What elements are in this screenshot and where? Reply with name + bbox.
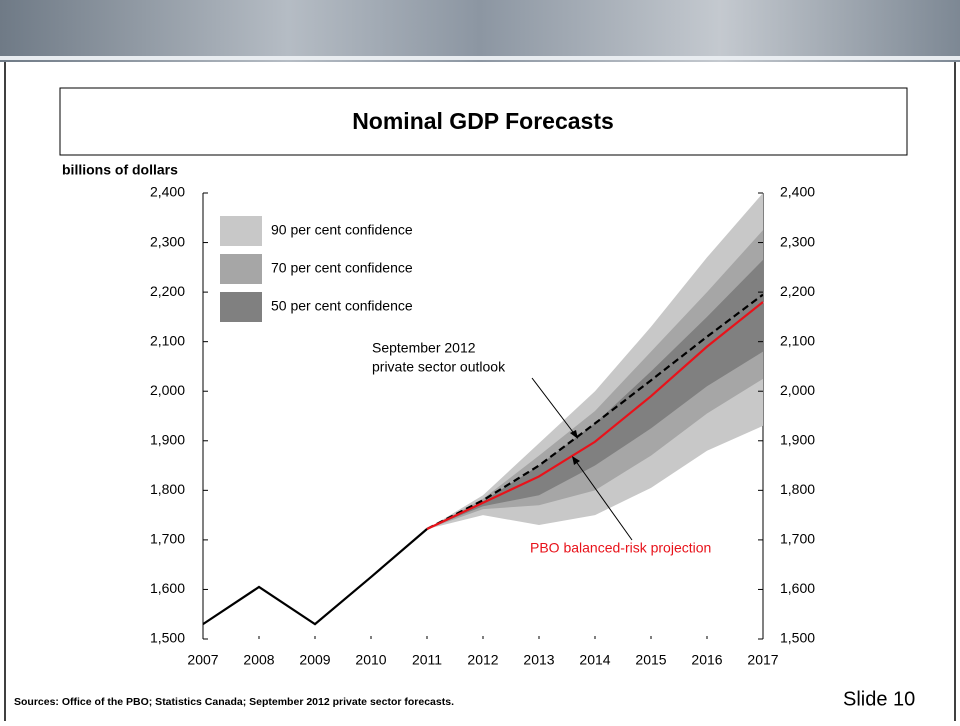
- x-tick-label: 2007: [187, 652, 218, 668]
- y2-tick-label: 1,700: [780, 531, 815, 547]
- legend-swatch: [220, 216, 262, 246]
- x-tick-label: 2012: [467, 652, 498, 668]
- x-tick-label: 2009: [299, 652, 330, 668]
- y-axis-label: billions of dollars: [62, 162, 178, 178]
- legend-label: 50 per cent confidence: [271, 298, 413, 314]
- header-image: [0, 0, 960, 62]
- x-tick-label: 2014: [579, 652, 610, 668]
- y2-tick-label: 1,900: [780, 431, 815, 447]
- annotation: PBO balanced-risk projection: [530, 540, 711, 556]
- y2-tick-label: 1,500: [780, 630, 815, 646]
- y-tick-label: 2,300: [150, 233, 185, 249]
- y2-tick-label: 2,100: [780, 332, 815, 348]
- arrow-head: [572, 456, 580, 465]
- legend-label: 90 per cent confidence: [271, 222, 413, 238]
- legend-swatch: [220, 292, 262, 322]
- y-tick-label: 2,200: [150, 283, 185, 299]
- y-tick-label: 1,900: [150, 431, 185, 447]
- y-tick-label: 2,100: [150, 332, 185, 348]
- annotation-arrow: [531, 377, 577, 437]
- y2-tick-label: 2,400: [780, 184, 815, 200]
- x-tick-label: 2013: [523, 652, 554, 668]
- x-tick-label: 2011: [412, 652, 442, 668]
- annotation: private sector outlook: [372, 359, 506, 375]
- y2-tick-label: 2,200: [780, 283, 815, 299]
- slide-number: Slide 10: [843, 688, 915, 710]
- chart-title: Nominal GDP Forecasts: [352, 108, 614, 134]
- title-box: [59, 87, 908, 156]
- confidence-band: [427, 259, 763, 529]
- series-line: [426, 301, 764, 530]
- y-tick-label: 1,600: [150, 580, 185, 596]
- annotation: September 2012: [372, 340, 476, 356]
- x-tick-label: 2010: [355, 652, 386, 668]
- y2-tick-label: 2,300: [780, 233, 815, 249]
- x-tick-label: 2017: [747, 652, 778, 668]
- plot: 90 per cent confidence 70 per cent confid…: [150, 184, 815, 668]
- y-tick-label: 1,500: [150, 630, 185, 646]
- y-tick-label: 2,400: [150, 184, 185, 200]
- annotation-arrow: [574, 459, 633, 541]
- confidence-band: [427, 193, 763, 529]
- y2-tick-label: 1,600: [780, 580, 815, 596]
- series-line: [426, 293, 764, 530]
- legend-swatch: [220, 254, 262, 284]
- y-tick-label: 2,000: [150, 382, 185, 398]
- y2-tick-label: 2,000: [780, 382, 815, 398]
- y2-tick-label: 1,800: [780, 481, 815, 497]
- legend-label: 70 per cent confidence: [271, 260, 413, 276]
- y-tick-label: 1,800: [150, 481, 185, 497]
- sources: Sources: Office of the PBO; Statistics C…: [14, 696, 454, 708]
- header-rule: [0, 56, 960, 60]
- x-tick-label: 2015: [635, 652, 666, 668]
- x-tick-label: 2016: [691, 652, 722, 668]
- series-line: [202, 528, 428, 626]
- x-tick-label: 2008: [243, 652, 274, 668]
- y-tick-label: 1,700: [150, 531, 185, 547]
- arrow-head: [570, 430, 578, 439]
